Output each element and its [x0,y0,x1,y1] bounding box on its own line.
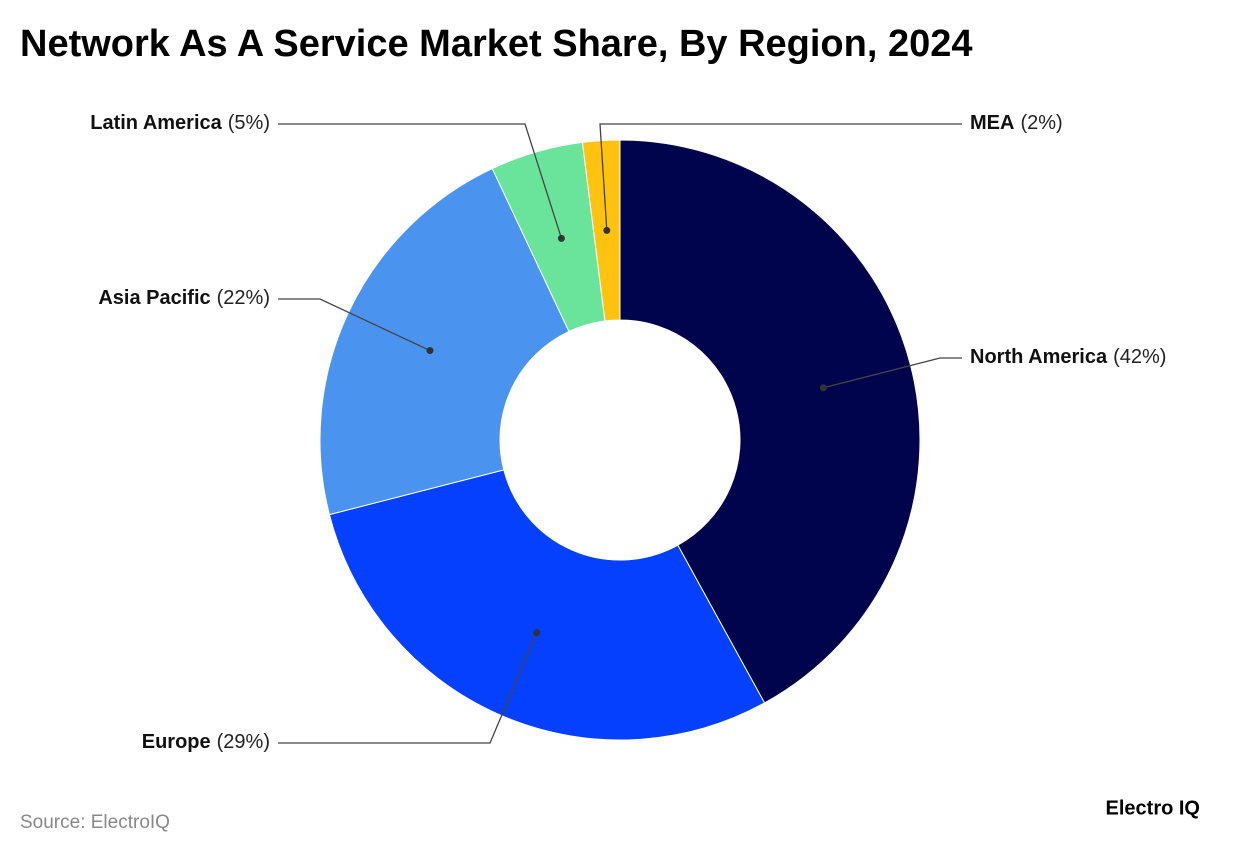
slice-label: MEA (2%) [970,112,1063,134]
category-name: Latin America [90,112,222,134]
donut-slice [619,139,921,704]
slice-label: Latin America (5%) [90,112,270,134]
leader-dot [533,629,541,637]
value-label: (2%) [1020,112,1062,134]
value-label: (29%) [217,731,270,753]
source: Source: ElectroIQ [20,812,170,833]
donut-slice [328,469,766,741]
leader-dot [426,347,434,355]
donut-slice [319,167,570,516]
leader-dot [819,384,827,392]
leader-line [599,123,962,231]
leader-line [278,298,431,352]
category-name: North America [970,346,1108,368]
donut-slice [581,139,621,322]
leader-dot [603,226,611,234]
category-name: Asia Pacific [98,287,210,309]
leader-line [278,632,538,744]
value-label: (42%) [1113,346,1166,368]
slice-label: North America (42%) [970,346,1166,368]
category-name: Europe [142,731,211,753]
brand: Electro IQ [1106,797,1200,819]
slice-label: Asia Pacific (22%) [98,287,270,309]
slice-label: Europe (29%) [142,731,270,753]
category-name: MEA [970,112,1014,134]
chart-title: Network As A Service Market Share, By Re… [20,23,973,65]
leader-line [278,123,563,239]
value-label: (22%) [217,287,270,309]
leader-dot [557,234,565,242]
value-label: (5%) [228,112,270,134]
leader-line [823,357,962,389]
